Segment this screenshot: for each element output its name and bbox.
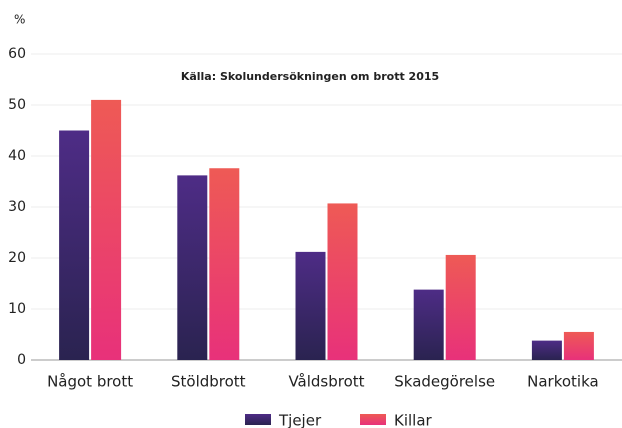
legend-label: Killar — [394, 412, 433, 428]
bar — [531, 340, 562, 360]
y-tick-label: 40 — [8, 148, 26, 164]
legend-swatch — [245, 414, 271, 425]
y-tick-label: 60 — [8, 46, 26, 62]
bar — [91, 99, 122, 361]
bar — [177, 175, 208, 360]
bar — [327, 203, 358, 360]
y-tick-label: 10 — [8, 301, 26, 317]
x-tick-label: Något brott — [47, 373, 133, 391]
x-tick-label: Skadegörelse — [394, 373, 495, 391]
y-axis-label: % — [14, 13, 25, 27]
y-tick-label: 50 — [8, 97, 26, 113]
x-tick-label: Narkotika — [527, 373, 599, 391]
legend-swatch — [360, 414, 386, 425]
bar — [209, 168, 240, 360]
y-tick-label: 30 — [8, 199, 26, 215]
chart-subtitle: Källa: Skolundersökningen om brott 2015 — [181, 70, 439, 83]
bar — [563, 331, 594, 360]
bar — [59, 130, 90, 360]
x-tick-label: Våldsbrott — [288, 373, 364, 391]
legend-label: Tjejer — [278, 412, 322, 428]
y-tick-label: 20 — [8, 250, 26, 266]
x-tick-label: Stöldbrott — [171, 373, 246, 391]
bar — [445, 254, 476, 360]
y-tick-label: 0 — [17, 352, 26, 368]
bar — [295, 251, 326, 360]
bar — [413, 289, 444, 360]
